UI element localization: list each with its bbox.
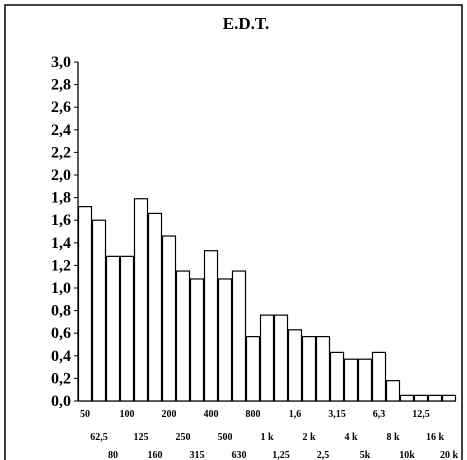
- bar: [373, 352, 386, 401]
- y-tick-label: 0,4: [51, 348, 71, 365]
- bar: [163, 236, 176, 401]
- y-tick-label: 1,0: [51, 280, 71, 297]
- x-tick-label: 2,5: [317, 450, 330, 460]
- y-tick-label: 1,2: [51, 257, 71, 274]
- x-tick-label: 500: [218, 432, 233, 443]
- y-tick-label: 0,0: [51, 393, 71, 410]
- y-tick-label: 2,0: [51, 167, 71, 184]
- x-tick-label: 4 k: [344, 432, 358, 443]
- bar: [429, 395, 442, 401]
- bar: [121, 256, 134, 401]
- bar: [177, 271, 190, 401]
- x-tick-label: 1 k: [260, 432, 274, 443]
- x-tick-label: 80: [108, 450, 118, 460]
- y-tick-label: 1,8: [51, 190, 71, 207]
- y-tick-label: 2,2: [51, 144, 71, 161]
- bar: [275, 315, 288, 401]
- bar: [303, 337, 316, 401]
- bar: [233, 271, 246, 401]
- bar: [191, 279, 204, 401]
- bar: [93, 220, 106, 401]
- x-tick-label: 315: [190, 450, 205, 460]
- x-tick-label: 630: [232, 450, 247, 460]
- bar: [205, 251, 218, 401]
- x-tick-label: 50: [80, 409, 90, 420]
- x-tick-label: 3,15: [328, 409, 346, 420]
- y-axis: 0,0 0,2 0,4 0,6 0,8 1,0 1,2 1,4 1,6 1,8 2,0 2,2 2,4 2…: [51, 54, 78, 410]
- bar: [79, 207, 92, 401]
- x-tick-label: 6,3: [373, 409, 386, 420]
- bar: [443, 395, 456, 401]
- bar: [107, 256, 120, 401]
- y-tick-label: 1,6: [51, 212, 71, 229]
- x-tick-label: 20 k: [440, 450, 459, 460]
- x-tick-label: 1,25: [272, 450, 290, 460]
- bar: [261, 315, 274, 401]
- y-tick-label: 2,6: [51, 99, 71, 116]
- bar: [331, 352, 344, 401]
- x-tick-label: 5k: [360, 450, 371, 460]
- y-tick-label: 3,0: [51, 54, 71, 71]
- bar: [345, 359, 358, 401]
- bar: [247, 337, 260, 401]
- bar: [149, 213, 162, 401]
- y-tick-label: 0,2: [51, 370, 71, 387]
- y-tick-label: 0,8: [51, 303, 71, 320]
- x-tick-label: 62,5: [90, 432, 108, 443]
- x-tick-label: 800: [246, 409, 261, 420]
- y-tick-label: 0,6: [51, 325, 71, 342]
- bar: [387, 381, 400, 401]
- x-tick-label: 400: [204, 409, 219, 420]
- y-tick-label: 2,4: [51, 122, 71, 139]
- x-tick-label: 160: [148, 450, 163, 460]
- x-tick-label: 2 k: [302, 432, 316, 443]
- x-tick-label: 10k: [399, 450, 415, 460]
- x-tick-label: 12,5: [412, 409, 430, 420]
- x-tick-label: 8 k: [386, 432, 400, 443]
- x-tick-label: 1,6: [289, 409, 302, 420]
- bar: [415, 395, 428, 401]
- bar: [317, 337, 330, 401]
- y-tick-label: 1,4: [51, 235, 71, 252]
- x-tick-label: 16 k: [426, 432, 445, 443]
- x-tick-label: 125: [134, 432, 149, 443]
- x-tick-label: 100: [120, 409, 135, 420]
- bar: [289, 330, 302, 401]
- x-tick-label: 250: [176, 432, 191, 443]
- bar: [135, 199, 148, 401]
- x-tick-label: 200: [162, 409, 177, 420]
- bar: [401, 395, 414, 401]
- bar: [219, 279, 232, 401]
- bars: [79, 199, 456, 401]
- chart-title: E.D.T.: [223, 14, 269, 33]
- x-tick-labels: 50 62,580 100 125 160 200 250 315 400 500 630 800 1 …: [80, 409, 458, 460]
- bar: [359, 359, 372, 401]
- y-tick-label: 2,8: [51, 77, 71, 94]
